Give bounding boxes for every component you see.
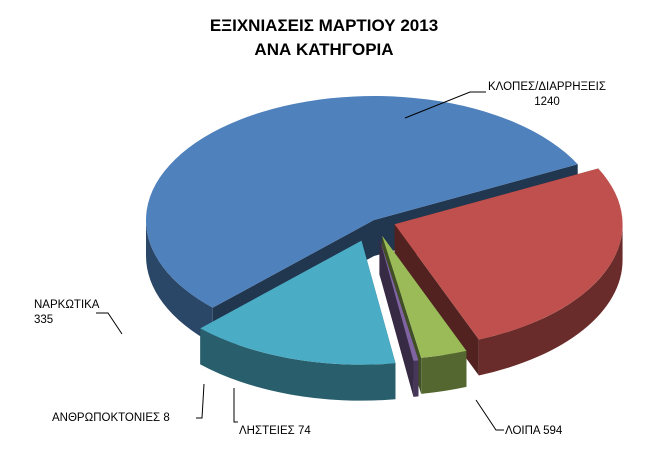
slice-4	[200, 240, 396, 401]
label-anthropoktonies-value: 8	[163, 412, 170, 424]
label-klopes-name: ΚΛΟΠΕΣ/ΔΙΑΡΡΗΞΕΙΣ	[488, 81, 606, 93]
slice-3-top	[379, 238, 419, 361]
chart-title: ΕΞΙΧΝΙΑΣΕΙΣ ΜΑΡΤΙΟΥ 2013 ΑΝΑ ΚΑΤΗΓΟΡΙΑ	[0, 14, 648, 62]
label-anthropoktonies-name: ΑΝΘΡΩΠΟΚΤΟΝΙΕΣ	[52, 412, 161, 424]
slice-3-wall-1	[379, 238, 414, 397]
chart-title-line-1: ΕΞΙΧΝΙΑΣΕΙΣ ΜΑΡΤΙΟΥ 2013	[209, 16, 439, 35]
slice-1-rim-0	[478, 224, 623, 376]
slice-1-top	[394, 168, 623, 340]
slice-3	[379, 238, 419, 397]
label-anthropoktonies: ΑΝΘΡΩΠΟΚΤΟΝΙΕΣ 8	[52, 411, 170, 426]
label-listeies-value: 74	[297, 425, 311, 437]
label-loipa-value: 594	[543, 425, 563, 437]
label-loipa: ΛΟΙΠΑ 594	[505, 424, 562, 439]
slice-2-top	[382, 235, 467, 358]
slice-4-top	[200, 240, 396, 365]
slice-2-rim-0	[421, 350, 467, 394]
slice-4-rim-0	[200, 328, 396, 401]
label-klopes-value: 1240	[534, 96, 560, 108]
slice-3-rim-0	[413, 360, 419, 397]
leader-line-klopes	[404, 91, 486, 119]
label-listeies-name: ΛΗΣΤΕΙΕΣ	[239, 425, 295, 437]
label-narkotika-value: 335	[34, 314, 54, 326]
label-narkotika: ΝΑΡΚΩΤΙΚΑ 335	[34, 298, 99, 328]
leader-line-listeies	[233, 388, 238, 423]
leader-line-narkotika	[96, 312, 123, 335]
label-loipa-name: ΛΟΙΠΑ	[505, 425, 540, 437]
label-listeies: ΛΗΣΤΕΙΕΣ 74	[239, 424, 311, 439]
leader-line-loipa	[475, 399, 504, 431]
slice-1-wall-1	[394, 224, 479, 376]
slice-1	[394, 168, 623, 376]
chart-title-line-2: ΑΝΑ ΚΑΤΗΓΟΡΙΑ	[254, 40, 394, 59]
slice-0-top	[146, 96, 578, 308]
pie-slices	[146, 96, 623, 401]
label-narkotika-name: ΝΑΡΚΩΤΙΚΑ	[34, 299, 100, 311]
leader-lines	[96, 91, 504, 431]
label-klopes: ΚΛΟΠΕΣ/ΔΙΑΡΡΗΞΕΙΣ 1240	[488, 80, 606, 110]
leader-line-anthropoktonies	[196, 383, 205, 419]
slice-0-rim-0	[146, 220, 213, 344]
